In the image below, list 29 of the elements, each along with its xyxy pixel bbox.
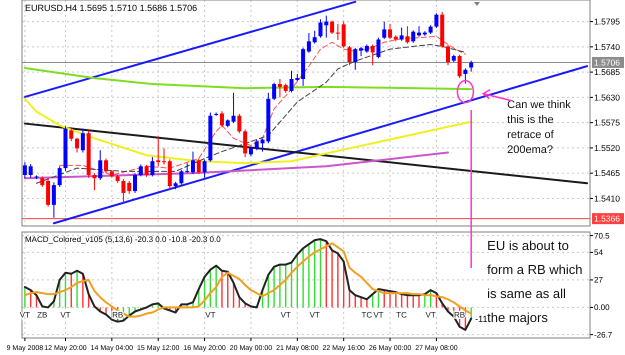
y-tick-label: 1.5575 xyxy=(594,118,620,128)
y-tick-label: 1.5630 xyxy=(594,92,620,102)
annotation: TC xyxy=(396,310,408,320)
y-tick-label: 54 xyxy=(594,248,604,258)
y-tick-label: 1.5520 xyxy=(594,142,620,153)
y-tick-label: 1.5465 xyxy=(594,168,620,178)
y-tick-label: 1.5685 xyxy=(594,67,620,78)
y-tick-label: 0.00 xyxy=(594,303,610,312)
annotation: VT xyxy=(280,310,291,320)
y-tick-label: 1.5740 xyxy=(594,42,620,52)
y-tick-label: 1.5410 xyxy=(594,193,620,204)
y-tick-label: 1.5795 xyxy=(594,16,620,27)
annotation: EU is about to form a RB which is same as all the majors xyxy=(487,238,583,325)
annotation: VT xyxy=(60,310,71,320)
annotation: VT xyxy=(425,310,436,320)
chart-title: EURUSD.H4 1.5695 1.5710 1.5686 1.5706 xyxy=(25,3,198,13)
annotation: Can we think this is the retrace of 200ema? xyxy=(507,99,572,156)
annotation: ZB xyxy=(37,310,48,320)
annotation: -11 xyxy=(475,314,488,324)
y-tick-label: 27 xyxy=(594,276,604,285)
chart-title: MACD_Colored_v105 (5,13,6) -20.3 0.0 -10.8 -20.3 0.0 xyxy=(25,235,222,244)
annotation: VT xyxy=(373,310,384,320)
y-tick-label: 70.5 xyxy=(594,231,610,240)
annotation: TC xyxy=(362,310,372,320)
annotation: VT xyxy=(205,310,216,320)
ref-line-label: 1.5366 xyxy=(594,214,620,224)
y-tick-label: -26.7 xyxy=(594,330,613,340)
annotation: VT xyxy=(310,310,320,320)
ref-line-label: 1.5706 xyxy=(594,57,620,68)
